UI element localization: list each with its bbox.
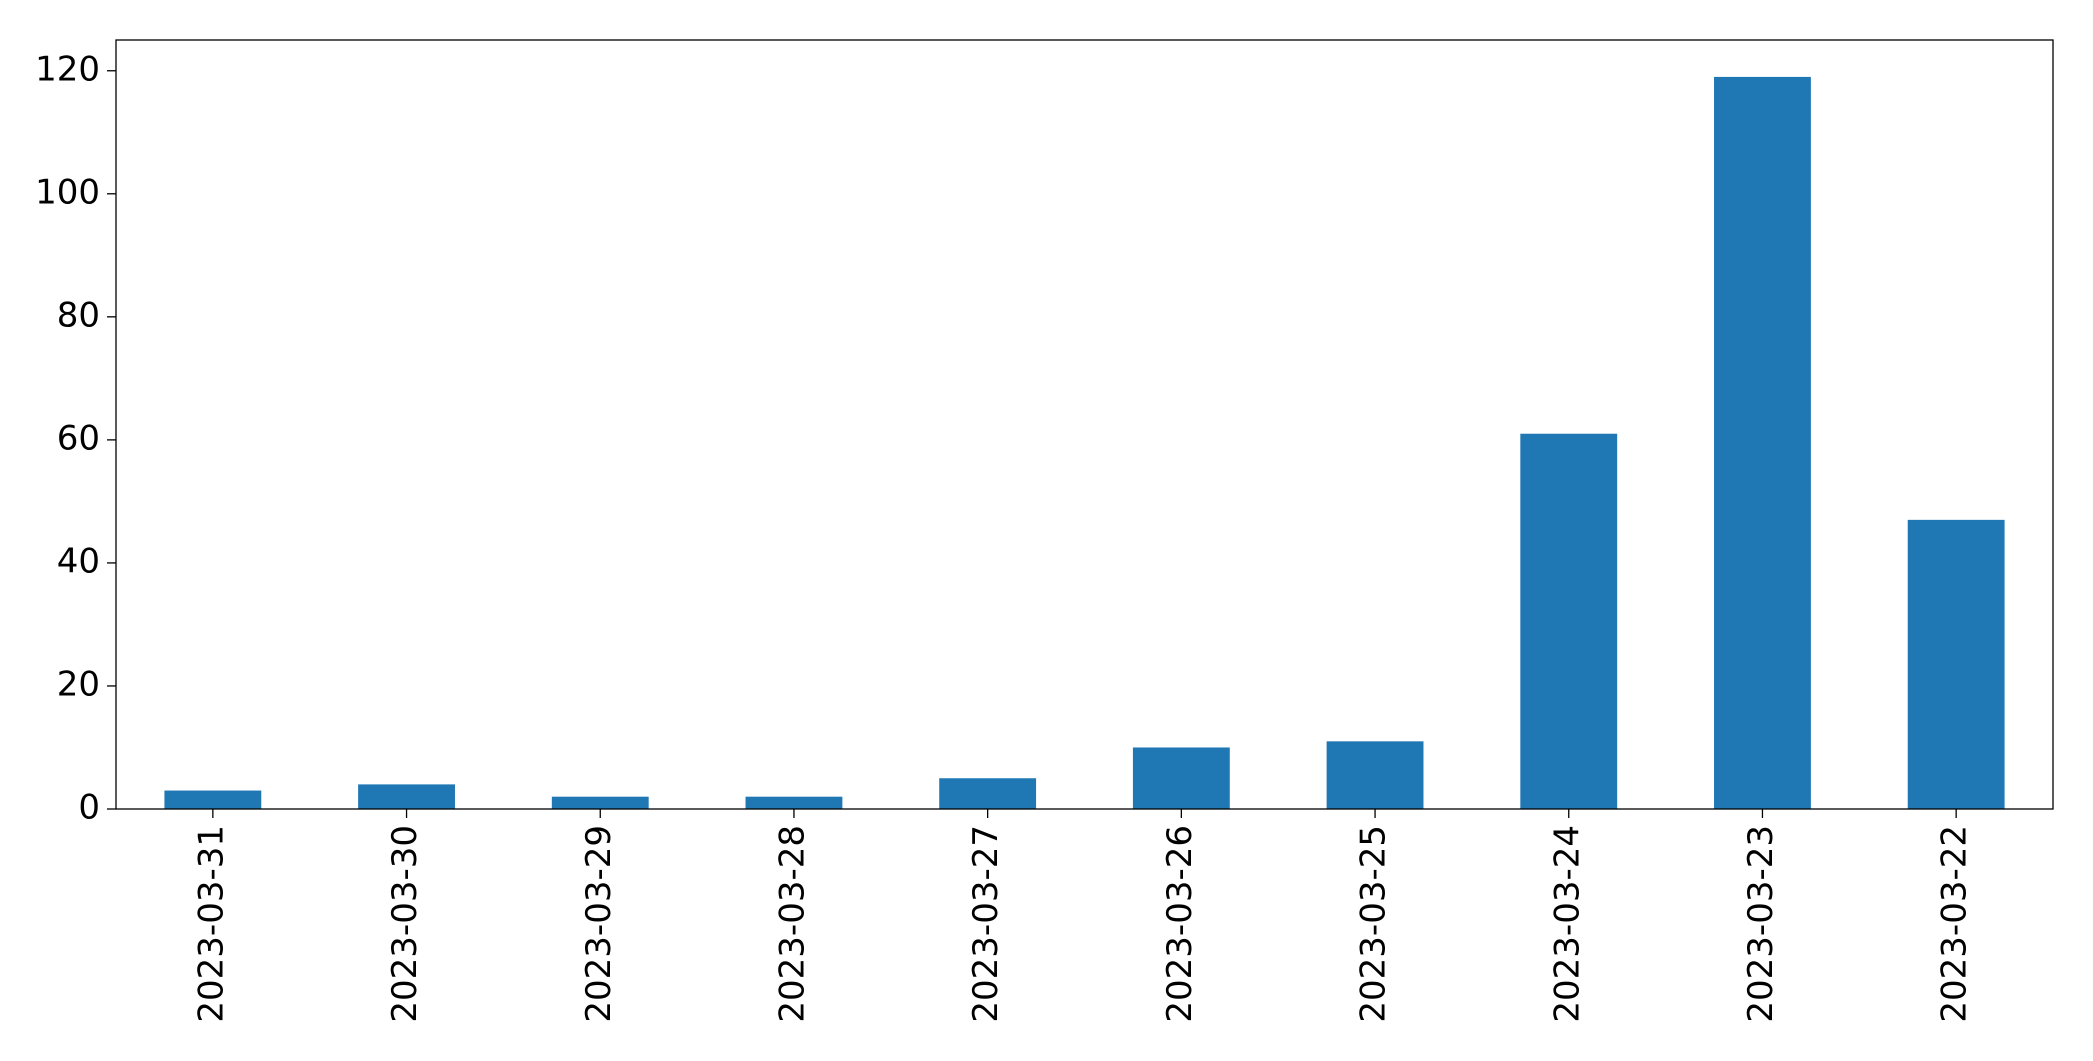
x-tick-label: 2023-03-26 [1160, 825, 1200, 1023]
y-tick-label: 120 [35, 49, 100, 89]
y-tick-label: 40 [57, 541, 100, 581]
bar [358, 784, 455, 809]
bar [939, 778, 1037, 809]
x-tick-label: 2023-03-25 [1354, 825, 1394, 1023]
x-tick-label: 2023-03-22 [1935, 825, 1975, 1023]
bar [1326, 741, 1424, 809]
bar [1714, 76, 1811, 810]
x-tick-label: 2023-03-30 [385, 825, 425, 1023]
x-tick-label: 2023-03-31 [191, 825, 231, 1023]
x-tick-label: 2023-03-29 [579, 825, 619, 1023]
bar [745, 796, 843, 809]
y-tick-label: 60 [57, 418, 100, 458]
plot-frame [115, 39, 2054, 810]
bar [1907, 519, 2005, 809]
x-tick-label: 2023-03-27 [966, 825, 1006, 1023]
bar [1520, 433, 1618, 809]
x-tick-label: 2023-03-28 [772, 825, 812, 1023]
y-tick-label: 0 [78, 788, 100, 828]
y-tick-label: 20 [57, 664, 100, 704]
y-tick-label: 100 [35, 172, 100, 212]
x-tick-label: 2023-03-23 [1741, 825, 1781, 1023]
x-tick-label: 2023-03-24 [1547, 825, 1587, 1023]
bar [164, 790, 262, 809]
y-tick-label: 80 [57, 295, 100, 335]
bar [1132, 747, 1230, 809]
bar [551, 796, 649, 809]
